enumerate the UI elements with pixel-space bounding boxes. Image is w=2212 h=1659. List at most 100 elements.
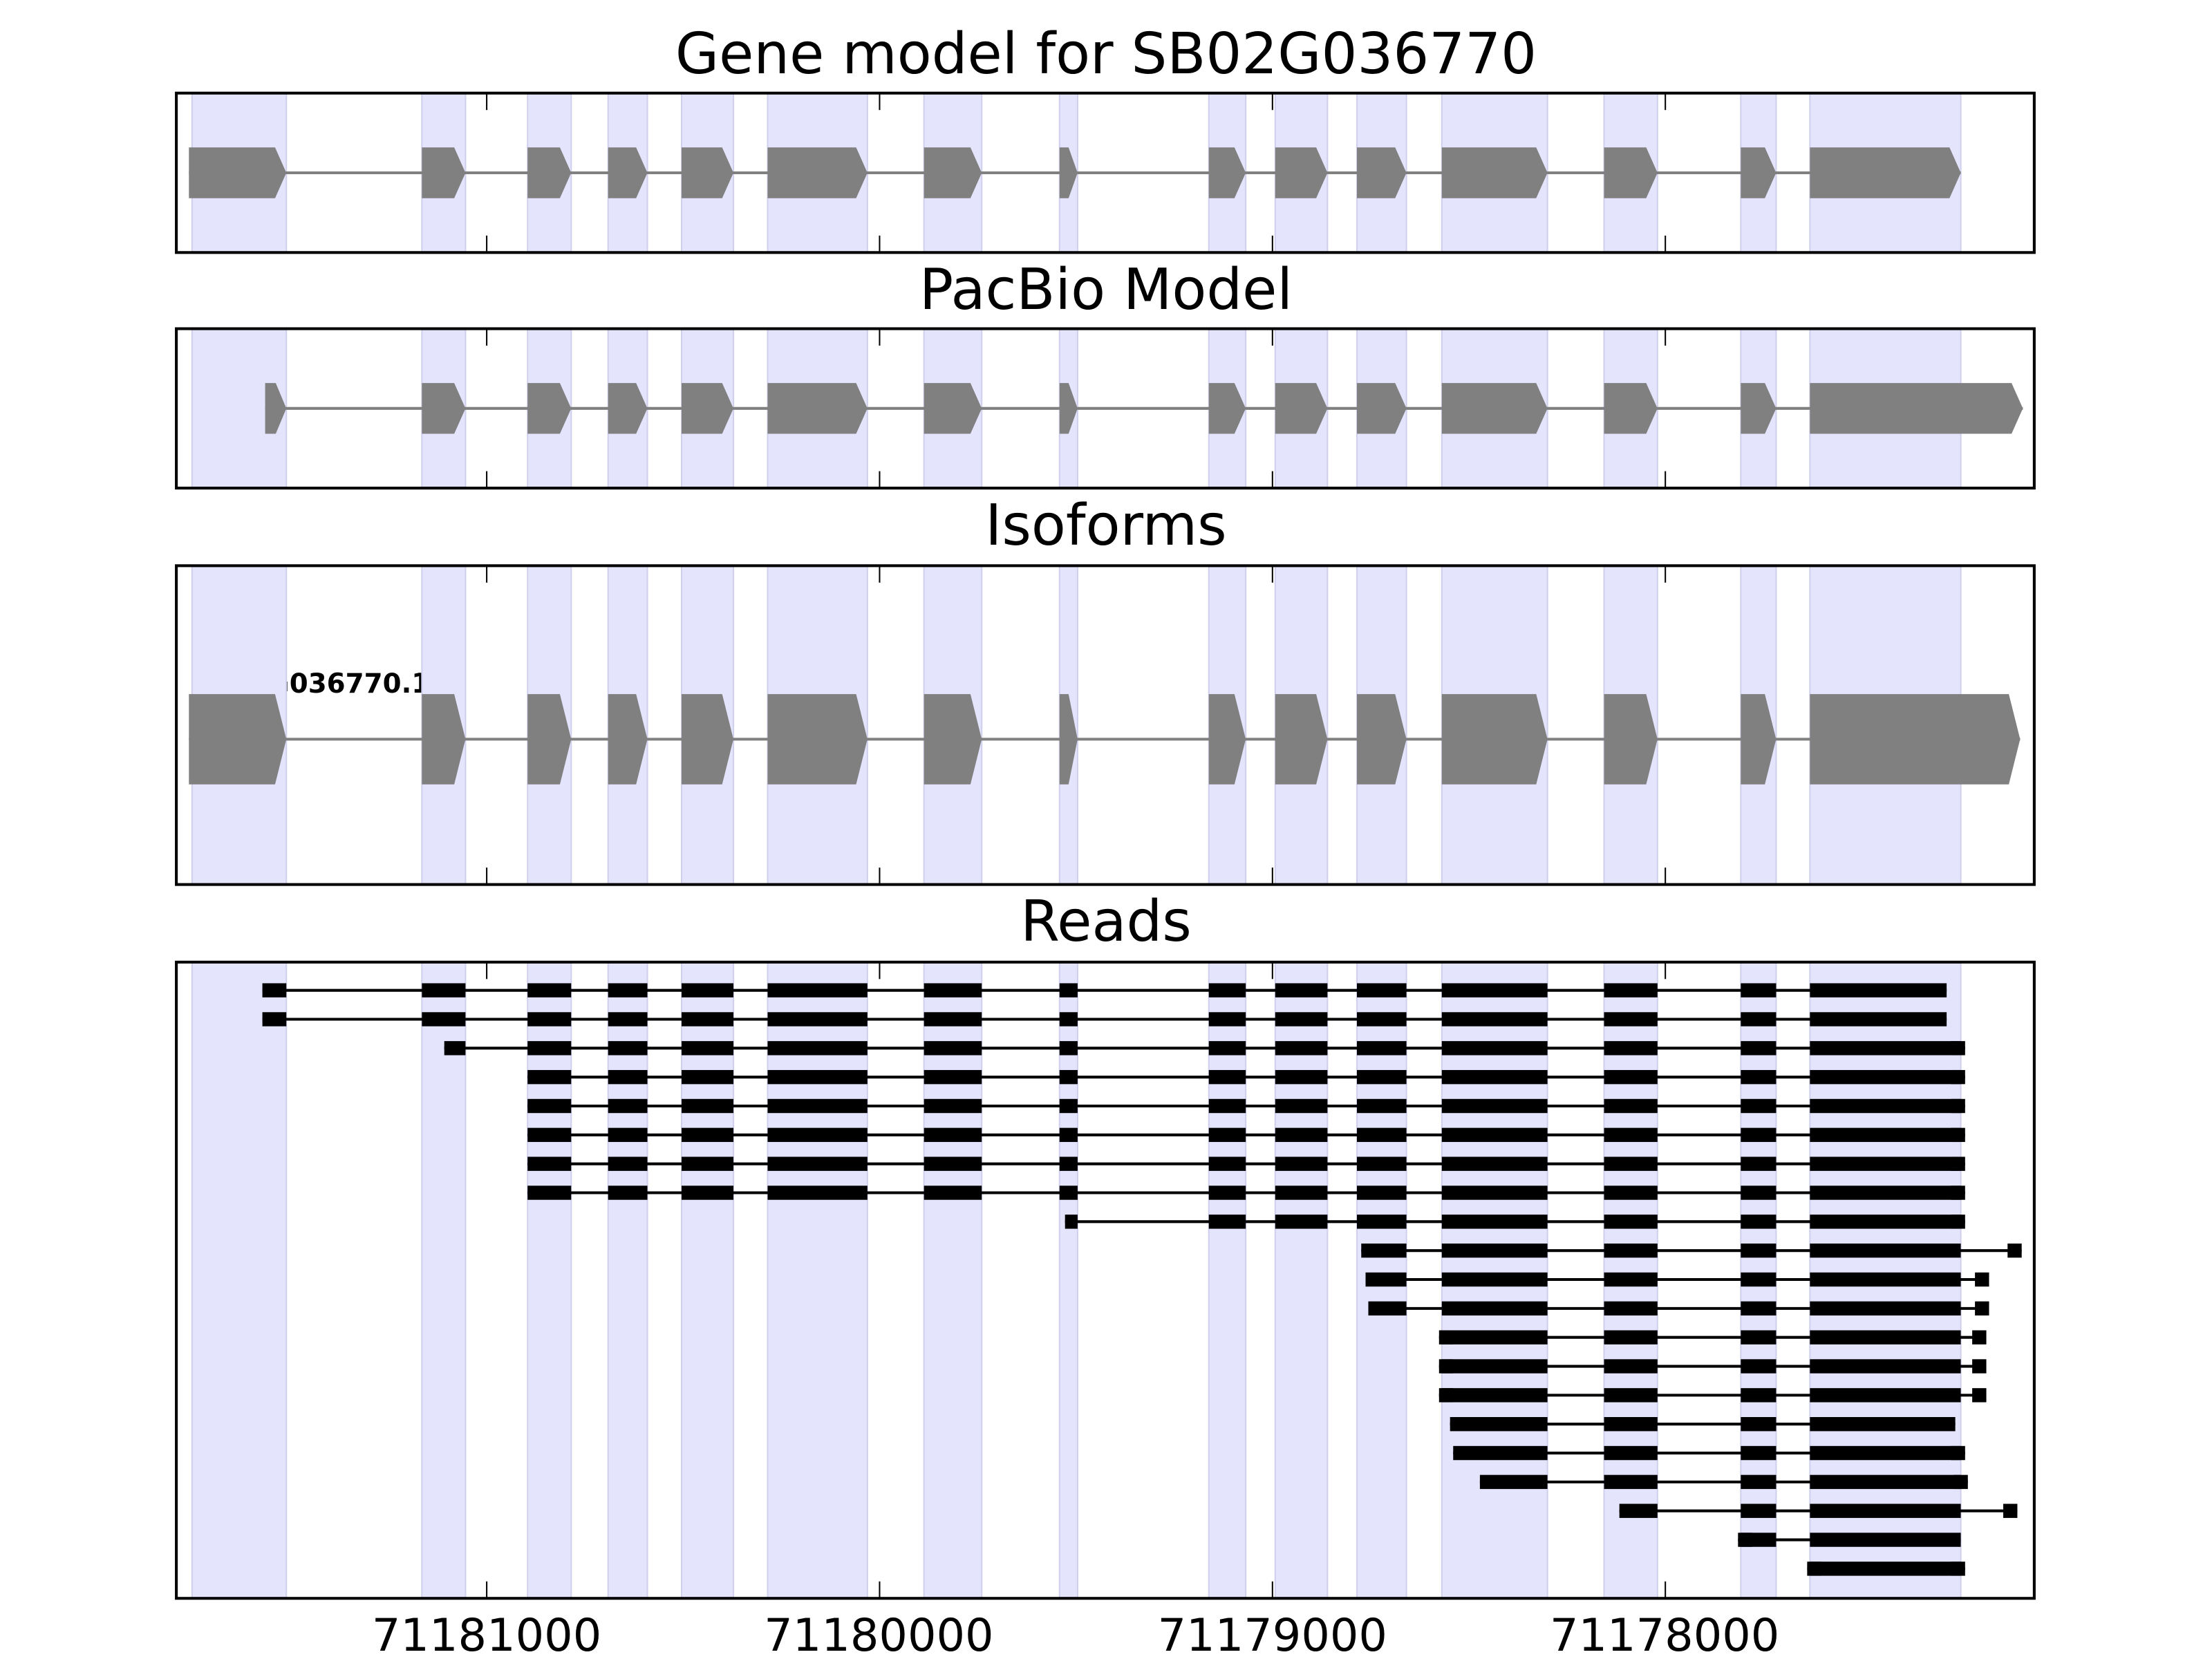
read-exon [1810, 1243, 1961, 1258]
read-exon [1741, 1185, 1777, 1200]
read-exon [1951, 1041, 1965, 1056]
read-exon [924, 1185, 982, 1200]
read-exon [1951, 1215, 1965, 1229]
exon-arrow [1208, 383, 1246, 434]
exon-arrow [422, 694, 466, 785]
read-exon [1604, 1243, 1658, 1258]
exon-arrow [767, 694, 868, 785]
read-exon [767, 1041, 868, 1056]
read-exon [1361, 1243, 1407, 1258]
read-exon [444, 1041, 466, 1056]
exon-arrow [924, 147, 982, 198]
read-exon [1368, 1301, 1407, 1316]
read-exon [1357, 1156, 1407, 1171]
read-exon [1741, 1012, 1777, 1027]
read-exon [1604, 1474, 1658, 1490]
read-exon [1059, 983, 1078, 997]
read-exon [1441, 1330, 1548, 1344]
exon-arrow [1275, 383, 1328, 434]
panel-title-gene-model: Gene model for SB02G036770 [675, 21, 1537, 87]
read-exon [1810, 1185, 1961, 1200]
read-exon [767, 1127, 868, 1143]
read-exon [527, 1012, 572, 1027]
read-exon [1441, 1301, 1548, 1316]
read-exon [262, 983, 287, 997]
read-exon [1810, 1562, 1961, 1576]
read-exon [1951, 1445, 1965, 1461]
exon-arrow [767, 383, 868, 434]
exon-arrow [682, 147, 734, 198]
read-exon [1065, 1215, 1078, 1229]
read-exon [924, 1098, 982, 1114]
read-exon [608, 1098, 648, 1114]
read-exon [2003, 1503, 2018, 1518]
exon-shade [191, 961, 288, 1600]
read-exon [1810, 1098, 1961, 1114]
read-exon [1059, 1041, 1078, 1056]
read-exon [1441, 1243, 1548, 1258]
panel-frame [175, 327, 2036, 490]
read-exon [608, 1012, 648, 1027]
read-exon [1604, 1417, 1658, 1432]
read-exon [1208, 1185, 1246, 1200]
read-exon [1604, 1012, 1658, 1027]
read-exon [1208, 1215, 1246, 1229]
read-exon [1357, 983, 1407, 997]
read-exon [1208, 1156, 1246, 1171]
read-exon [1951, 1069, 1965, 1085]
exon-arrow [1275, 147, 1328, 198]
exon-arrow [682, 383, 734, 434]
read-exon [1953, 1474, 1968, 1490]
read-exon [1441, 1012, 1548, 1027]
read-exon [1619, 1503, 1658, 1518]
read-exon [527, 983, 572, 997]
read-exon [1441, 1388, 1548, 1403]
read-exon [924, 1127, 982, 1143]
read-exon [422, 1012, 466, 1027]
exon-arrow [189, 694, 287, 785]
exon-arrow [527, 147, 572, 198]
read-exon [1972, 1330, 1987, 1344]
exon-arrow [1741, 147, 1777, 198]
panel-title-pacbio: PacBio Model [919, 257, 1293, 323]
read-exon [1951, 1562, 1965, 1576]
read-exon [1438, 1330, 1454, 1344]
read-exon [1357, 1098, 1407, 1114]
read-exon [1810, 1156, 1961, 1171]
read-exon [682, 1098, 734, 1114]
exon-arrow [1810, 383, 2023, 434]
exon-arrow [608, 694, 648, 785]
read-exon [1975, 1301, 1989, 1316]
read-exon [1741, 1041, 1777, 1056]
read-exon [1741, 983, 1777, 997]
read-exon [527, 1156, 572, 1171]
read-exon [1741, 1417, 1777, 1432]
read-exon [682, 983, 734, 997]
exon-arrow [608, 383, 648, 434]
read-exon [1604, 1069, 1658, 1085]
read-exon [1604, 1215, 1658, 1229]
read-exon [1741, 1098, 1777, 1114]
read-exon [767, 1185, 868, 1200]
read-exon [924, 1041, 982, 1056]
read-exon [608, 1069, 648, 1085]
read-exon [1604, 1041, 1658, 1056]
read-exon [767, 983, 868, 997]
read-exon [422, 983, 466, 997]
exon-arrow [1604, 147, 1658, 198]
exon-arrow [1357, 383, 1407, 434]
read-exon [608, 1185, 648, 1200]
read-exon [1450, 1417, 1548, 1432]
read-exon [1604, 1127, 1658, 1143]
exon-shade [527, 961, 572, 1600]
read-exon [1059, 1012, 1078, 1027]
read-exon [1741, 1215, 1777, 1229]
read-exon [1275, 1215, 1328, 1229]
read-exon [1441, 1185, 1548, 1200]
read-exon [262, 1012, 287, 1027]
read-exon [1810, 1330, 1961, 1344]
read-exon [1604, 983, 1658, 997]
read-exon [1441, 1215, 1548, 1229]
read-exon [608, 1127, 648, 1143]
read-exon [1738, 1533, 1752, 1547]
